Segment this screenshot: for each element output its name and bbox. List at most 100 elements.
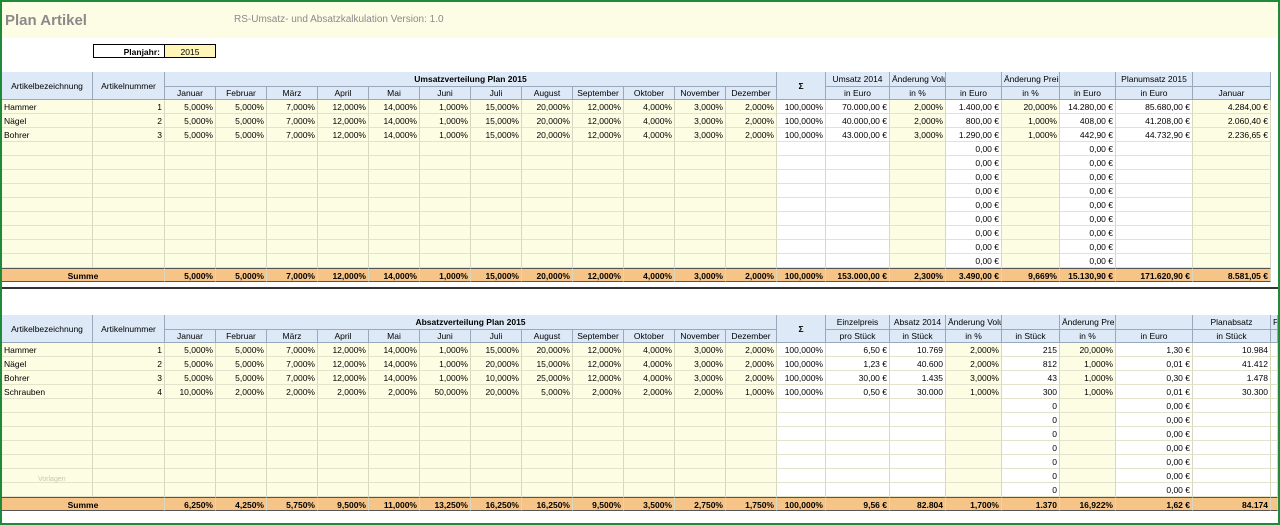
extra-value[interactable]	[826, 399, 890, 413]
row-sum[interactable]	[777, 441, 826, 455]
summe-month[interactable]: 20,000%	[522, 268, 573, 282]
summe-month[interactable]: 16,250%	[522, 497, 573, 511]
month-value[interactable]	[318, 455, 369, 469]
extra-value[interactable]: 0,00 €	[1116, 441, 1193, 455]
month-value[interactable]	[573, 441, 624, 455]
header-extra-sub[interactable]: pro Stück	[826, 330, 890, 343]
row-sum[interactable]	[777, 156, 826, 170]
month-value[interactable]	[267, 455, 318, 469]
month-value[interactable]: 7,000%	[267, 114, 318, 128]
month-value[interactable]	[471, 170, 522, 184]
month-value[interactable]	[318, 413, 369, 427]
extra-value[interactable]	[1193, 226, 1271, 240]
extra-value[interactable]	[1271, 427, 1278, 441]
month-value[interactable]	[624, 184, 675, 198]
month-value[interactable]: 7,000%	[267, 343, 318, 357]
month-value[interactable]: 5,000%	[216, 114, 267, 128]
month-value[interactable]	[573, 469, 624, 483]
month-value[interactable]	[216, 413, 267, 427]
month-value[interactable]	[675, 413, 726, 427]
month-value[interactable]: 12,000%	[573, 128, 624, 142]
article-name[interactable]	[2, 427, 93, 441]
header-extra-sub[interactable]: in %	[1060, 330, 1116, 343]
month-value[interactable]	[318, 399, 369, 413]
month-value[interactable]	[522, 427, 573, 441]
month-value[interactable]	[369, 240, 420, 254]
month-value[interactable]	[522, 170, 573, 184]
extra-value[interactable]: 0,30 €	[1116, 371, 1193, 385]
month-value[interactable]: 1,000%	[420, 128, 471, 142]
header-sigma[interactable]: Σ	[777, 315, 826, 343]
extra-value[interactable]: 0	[1002, 455, 1060, 469]
month-value[interactable]	[675, 483, 726, 497]
summe-month[interactable]: 9,500%	[573, 497, 624, 511]
month-value[interactable]: 2,000%	[726, 100, 777, 114]
month-value[interactable]	[675, 455, 726, 469]
summe-month[interactable]: 3,000%	[675, 268, 726, 282]
article-number[interactable]	[93, 240, 165, 254]
month-value[interactable]: 14,000%	[369, 371, 420, 385]
article-name[interactable]: Bohrer	[2, 128, 93, 142]
month-value[interactable]: 5,000%	[216, 357, 267, 371]
month-value[interactable]	[624, 156, 675, 170]
header-month[interactable]: Mai	[369, 330, 420, 343]
month-value[interactable]: 3,000%	[675, 100, 726, 114]
month-value[interactable]	[267, 226, 318, 240]
extra-value[interactable]: 0,00 €	[1060, 142, 1116, 156]
article-name[interactable]	[2, 455, 93, 469]
extra-value[interactable]	[890, 170, 946, 184]
header-extra-sub[interactable]: in Stück	[1193, 330, 1271, 343]
article-number[interactable]	[93, 198, 165, 212]
month-value[interactable]	[624, 226, 675, 240]
month-value[interactable]: 2,000%	[369, 385, 420, 399]
extra-value[interactable]	[826, 240, 890, 254]
extra-value[interactable]: 0,00 €	[946, 212, 1002, 226]
header-extra-top[interactable]	[1060, 72, 1116, 87]
header-extra-top[interactable]: Änderung Volumen	[946, 315, 1002, 330]
month-value[interactable]	[318, 198, 369, 212]
month-value[interactable]	[216, 254, 267, 268]
month-value[interactable]	[318, 240, 369, 254]
month-value[interactable]	[675, 170, 726, 184]
extra-value[interactable]	[1060, 441, 1116, 455]
month-value[interactable]	[369, 170, 420, 184]
month-value[interactable]	[165, 455, 216, 469]
extra-value[interactable]	[826, 413, 890, 427]
extra-value[interactable]: 0,00 €	[946, 170, 1002, 184]
header-month[interactable]: April	[318, 330, 369, 343]
header-extra-top[interactable]	[1002, 315, 1060, 330]
extra-value[interactable]	[826, 226, 890, 240]
summe-month[interactable]: 5,000%	[165, 268, 216, 282]
extra-value[interactable]: 40.000,00 €	[826, 114, 890, 128]
extra-value[interactable]	[826, 212, 890, 226]
extra-value[interactable]	[946, 427, 1002, 441]
month-value[interactable]: 12,000%	[318, 128, 369, 142]
extra-value[interactable]: 2,000%	[890, 100, 946, 114]
month-value[interactable]	[420, 184, 471, 198]
month-value[interactable]	[624, 240, 675, 254]
month-value[interactable]: 12,000%	[318, 357, 369, 371]
month-value[interactable]	[726, 212, 777, 226]
extra-value[interactable]	[1271, 483, 1278, 497]
month-value[interactable]	[573, 226, 624, 240]
header-month[interactable]: Dezember	[726, 87, 777, 100]
article-number[interactable]: 2	[93, 357, 165, 371]
extra-value[interactable]: 43.000,00 €	[826, 128, 890, 142]
month-value[interactable]: 15,000%	[471, 343, 522, 357]
month-value[interactable]: 14,000%	[369, 100, 420, 114]
row-sum[interactable]	[777, 254, 826, 268]
header-extra-top[interactable]	[1116, 315, 1193, 330]
extra-value[interactable]: 0,00 €	[1116, 469, 1193, 483]
article-name[interactable]	[2, 413, 93, 427]
extra-value[interactable]: 0,00 €	[946, 240, 1002, 254]
month-value[interactable]	[165, 170, 216, 184]
summe-extra[interactable]: 9,56 €	[826, 497, 890, 511]
row-sum[interactable]	[777, 469, 826, 483]
month-value[interactable]: 3,000%	[675, 371, 726, 385]
extra-value[interactable]	[1193, 198, 1271, 212]
month-value[interactable]: 5,000%	[165, 357, 216, 371]
article-number[interactable]	[93, 399, 165, 413]
month-value[interactable]: 5,000%	[216, 343, 267, 357]
extra-value[interactable]	[1193, 240, 1271, 254]
header-extra-sub[interactable]: Januar	[1193, 87, 1271, 100]
